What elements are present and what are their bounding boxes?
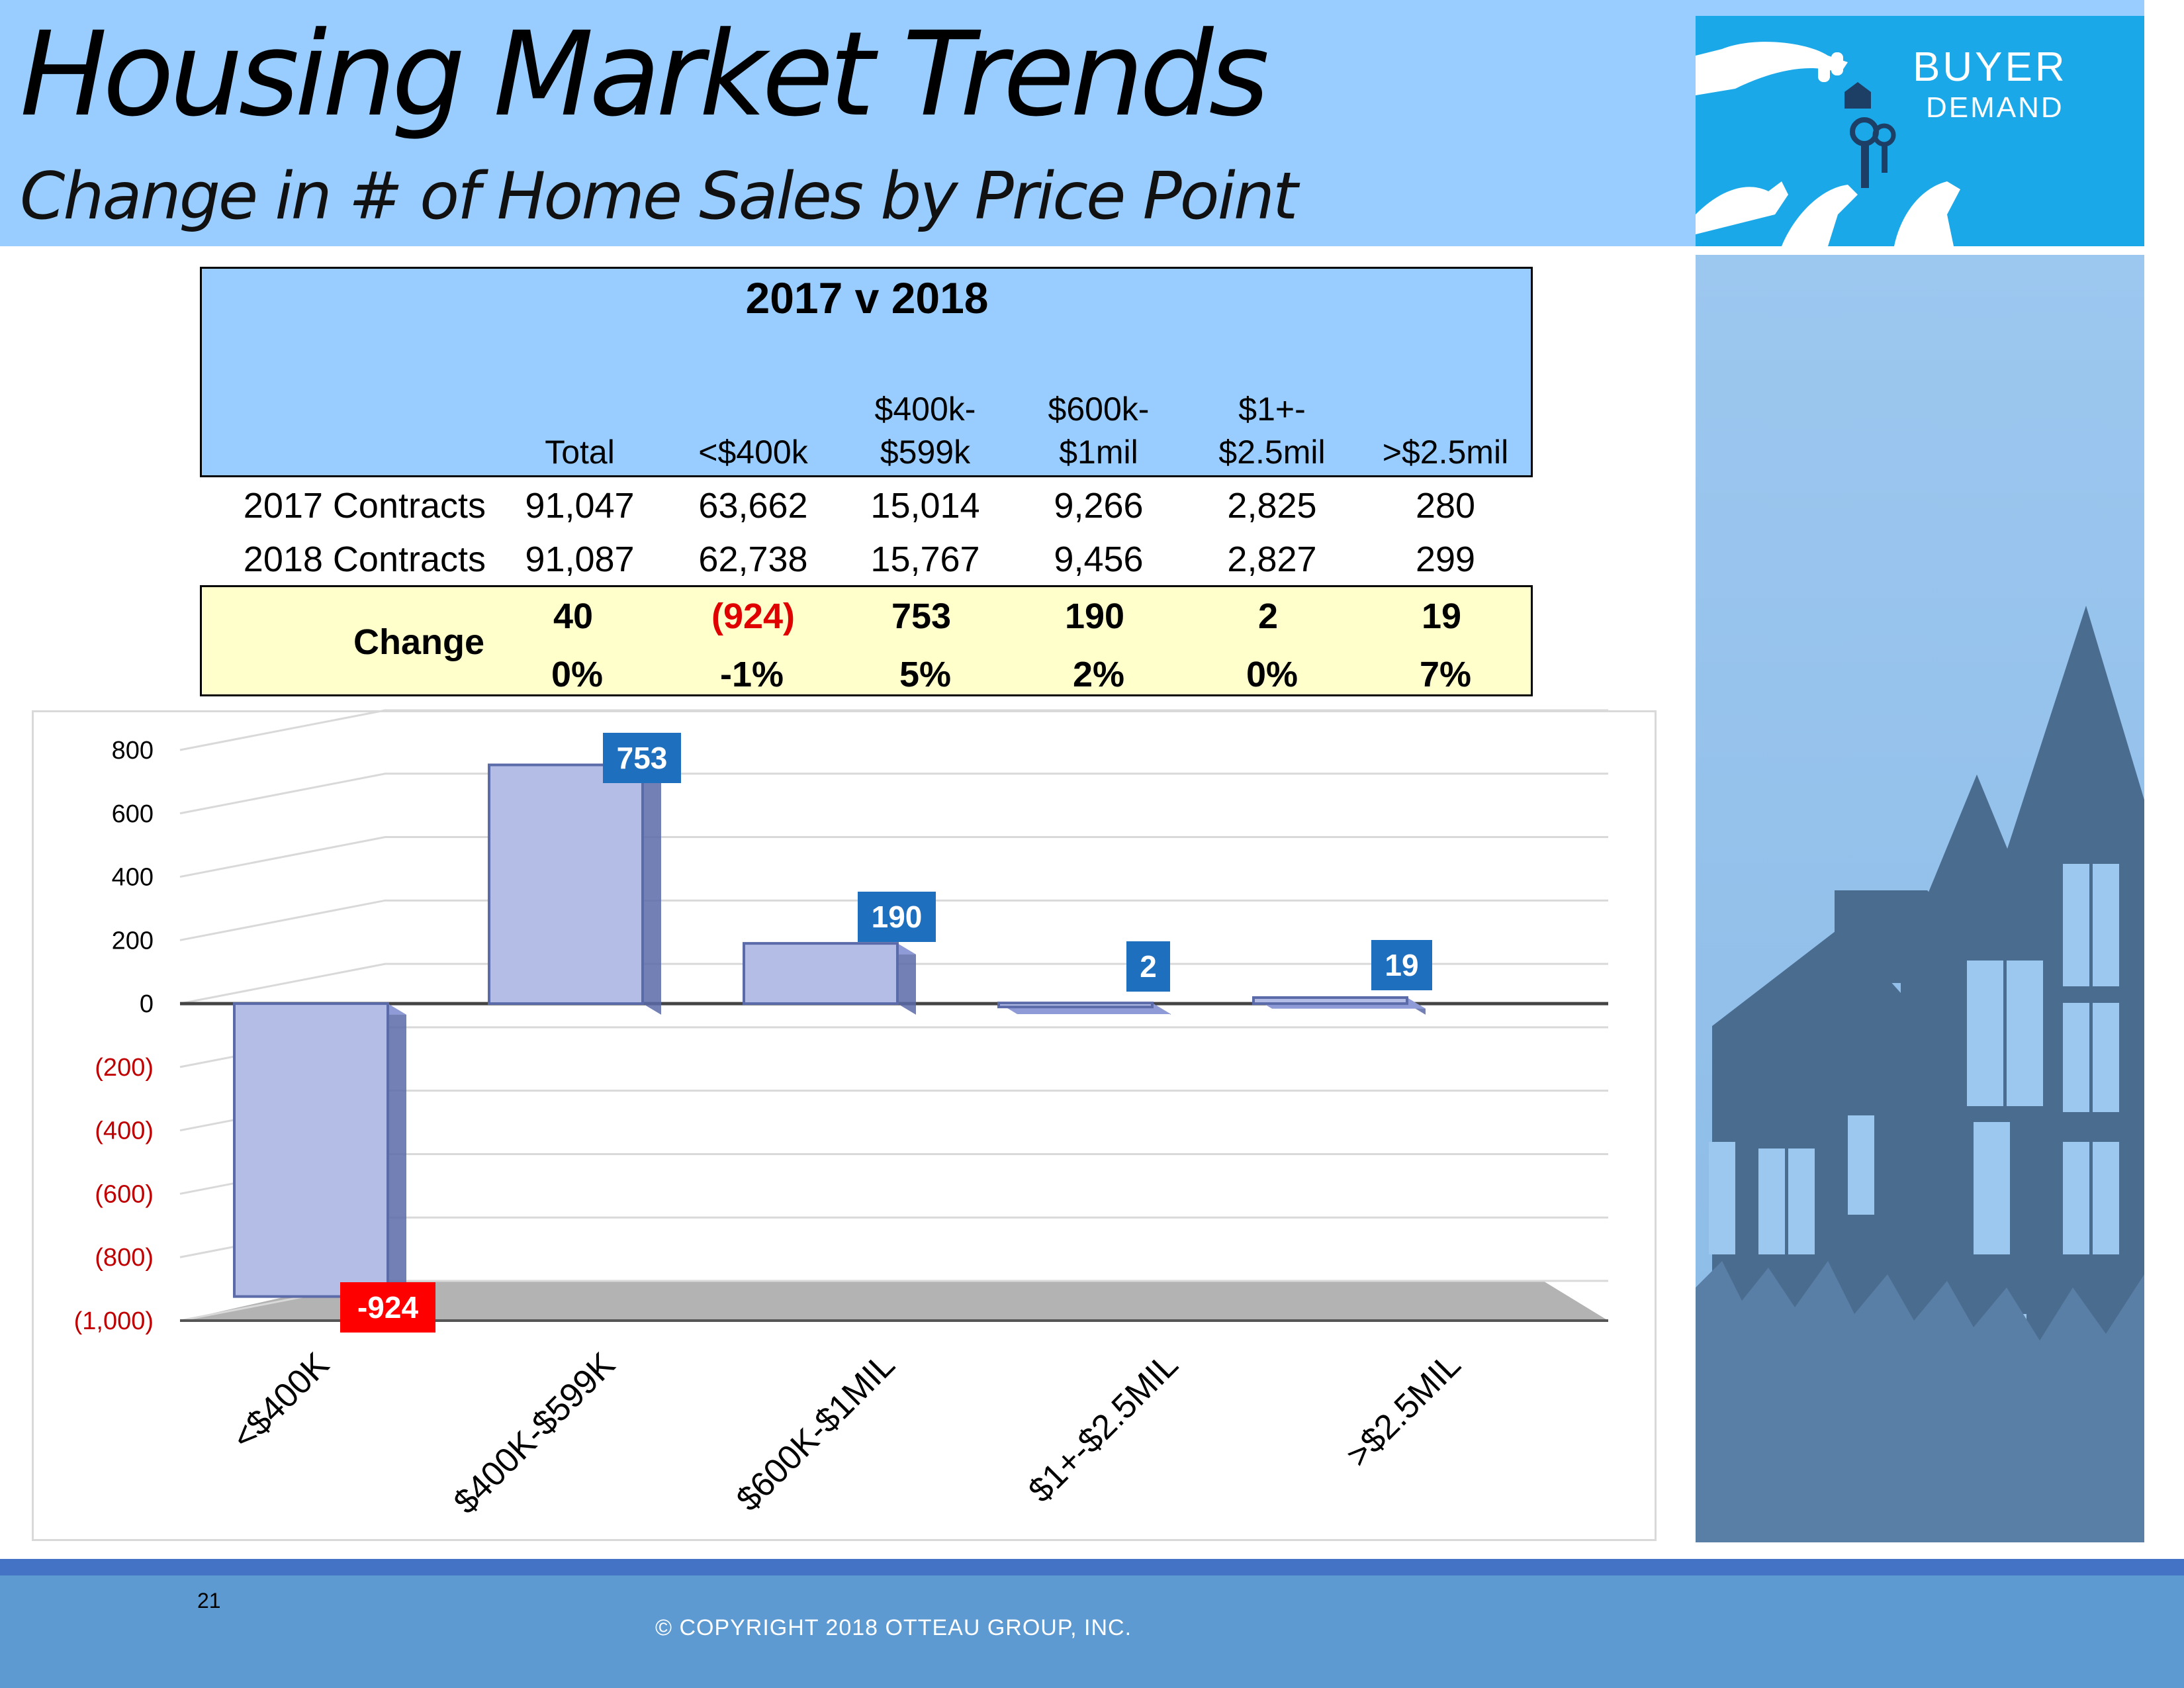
table-cell: 299 — [1415, 539, 1476, 579]
col-header-over-2-5mil: >$2.5mil — [1382, 434, 1509, 471]
data-label-box — [603, 733, 681, 783]
table-cell: 2,827 — [1227, 539, 1317, 579]
col-header-total: Total — [545, 434, 615, 471]
change-percent: 0% — [551, 655, 604, 694]
change-count: 190 — [1064, 596, 1125, 636]
y-tick-label: 800 — [112, 737, 154, 765]
data-label: 753 — [617, 741, 668, 775]
table-cell: 91,087 — [525, 539, 635, 579]
data-label: 19 — [1385, 948, 1418, 982]
bar-side — [643, 765, 661, 1015]
table-cell: 91,047 — [525, 486, 635, 526]
y-tick-label: 0 — [140, 990, 154, 1018]
data-label-box — [1126, 941, 1170, 992]
logo-text-demand: DEMAND — [1926, 91, 2064, 124]
footer-accent-line — [0, 1559, 2184, 1575]
table-title: 2017 v 2018 — [745, 273, 989, 322]
change-percent: 0% — [1246, 655, 1298, 694]
data-label: 190 — [872, 900, 923, 934]
col-header-under-400k: <$400k — [698, 434, 808, 471]
bar — [233, 1002, 389, 1298]
bar — [743, 942, 899, 1006]
copyright-notice: © COPYRIGHT 2018 OTTEAU GROUP, INC. — [655, 1615, 1132, 1640]
bar — [488, 763, 644, 1006]
change-percent: -1% — [719, 655, 784, 694]
col-header-600k-1mil: $1mil — [1059, 434, 1138, 471]
gridline — [179, 836, 1608, 878]
category-label: $1+-$2.5MIL — [1021, 1345, 1185, 1509]
category-label: $400K-$599K — [447, 1345, 623, 1521]
gridline — [179, 899, 1608, 941]
data-label-box — [858, 892, 936, 942]
col-header-1-2-5mil-line1: $1+- — [1238, 391, 1306, 428]
table-cell: 9,266 — [1054, 486, 1144, 526]
houses-illustration — [1696, 255, 2144, 1542]
change-count: 2 — [1257, 596, 1279, 636]
y-tick-label: (400) — [95, 1117, 154, 1145]
table-cell: 15,767 — [870, 539, 980, 579]
table-cell: 15,014 — [870, 486, 980, 526]
change-count: 40 — [553, 596, 594, 636]
row-label-2018: 2018 Contracts — [243, 539, 486, 579]
row-label-2017: 2017 Contracts — [243, 486, 486, 526]
hands-keys-icon — [1696, 42, 1960, 246]
y-tick-label: (1,000) — [74, 1307, 154, 1335]
bar-side — [897, 943, 916, 1015]
logo-text-buyer: BUYER — [1913, 44, 2068, 90]
category-label: $600K-$1MIL — [729, 1345, 903, 1519]
category-label: <$400K — [225, 1345, 337, 1457]
y-tick-label: (600) — [95, 1180, 154, 1208]
gridline — [179, 962, 1608, 1005]
table-cell: 2,825 — [1227, 486, 1317, 526]
gridline — [179, 709, 1608, 751]
data-label-box — [340, 1282, 435, 1333]
chart-floor — [180, 1280, 1608, 1321]
col-header-400k-599k-line1: $400k- — [874, 391, 976, 428]
gridline — [179, 773, 1608, 815]
change-count: 19 — [1421, 596, 1462, 636]
y-tick-label: (200) — [95, 1054, 154, 1082]
change-row-box — [200, 585, 1533, 696]
table-cell: 63,662 — [698, 486, 808, 526]
y-tick-label: 600 — [112, 800, 154, 828]
y-tick-label: (800) — [95, 1244, 154, 1272]
table-cell: 62,738 — [698, 539, 808, 579]
change-label: Change — [353, 622, 484, 662]
table-cell: 9,456 — [1054, 539, 1144, 579]
data-label-box — [1371, 940, 1432, 990]
page-number: 21 — [197, 1589, 221, 1613]
data-label: -924 — [357, 1290, 418, 1325]
change-percent: 2% — [1072, 655, 1125, 694]
data-label: 2 — [1140, 949, 1157, 984]
y-tick-label: 400 — [112, 864, 154, 892]
bar-side — [388, 1004, 406, 1308]
bar — [997, 1002, 1154, 1009]
change-percent: 7% — [1419, 655, 1472, 694]
col-header-1-2-5mil: $2.5mil — [1218, 434, 1326, 471]
category-label: >$2.5MIL — [1339, 1345, 1468, 1474]
col-header-400k-599k: $599k — [880, 434, 971, 471]
y-tick-label: 200 — [112, 927, 154, 955]
table-header-box — [200, 267, 1533, 477]
page-subtitle: Change in # of Home Sales by Price Point — [20, 159, 1298, 234]
table-cell: 280 — [1415, 486, 1476, 526]
page-title: Housing Market Trends — [20, 7, 1269, 142]
footer-bar — [0, 1559, 2184, 1688]
bar — [1252, 996, 1408, 1006]
change-count: 753 — [891, 596, 952, 636]
change-percent: 5% — [899, 655, 952, 694]
change-count-negative: (924) — [711, 596, 796, 636]
col-header-600k-1mil-line1: $600k- — [1048, 391, 1150, 428]
